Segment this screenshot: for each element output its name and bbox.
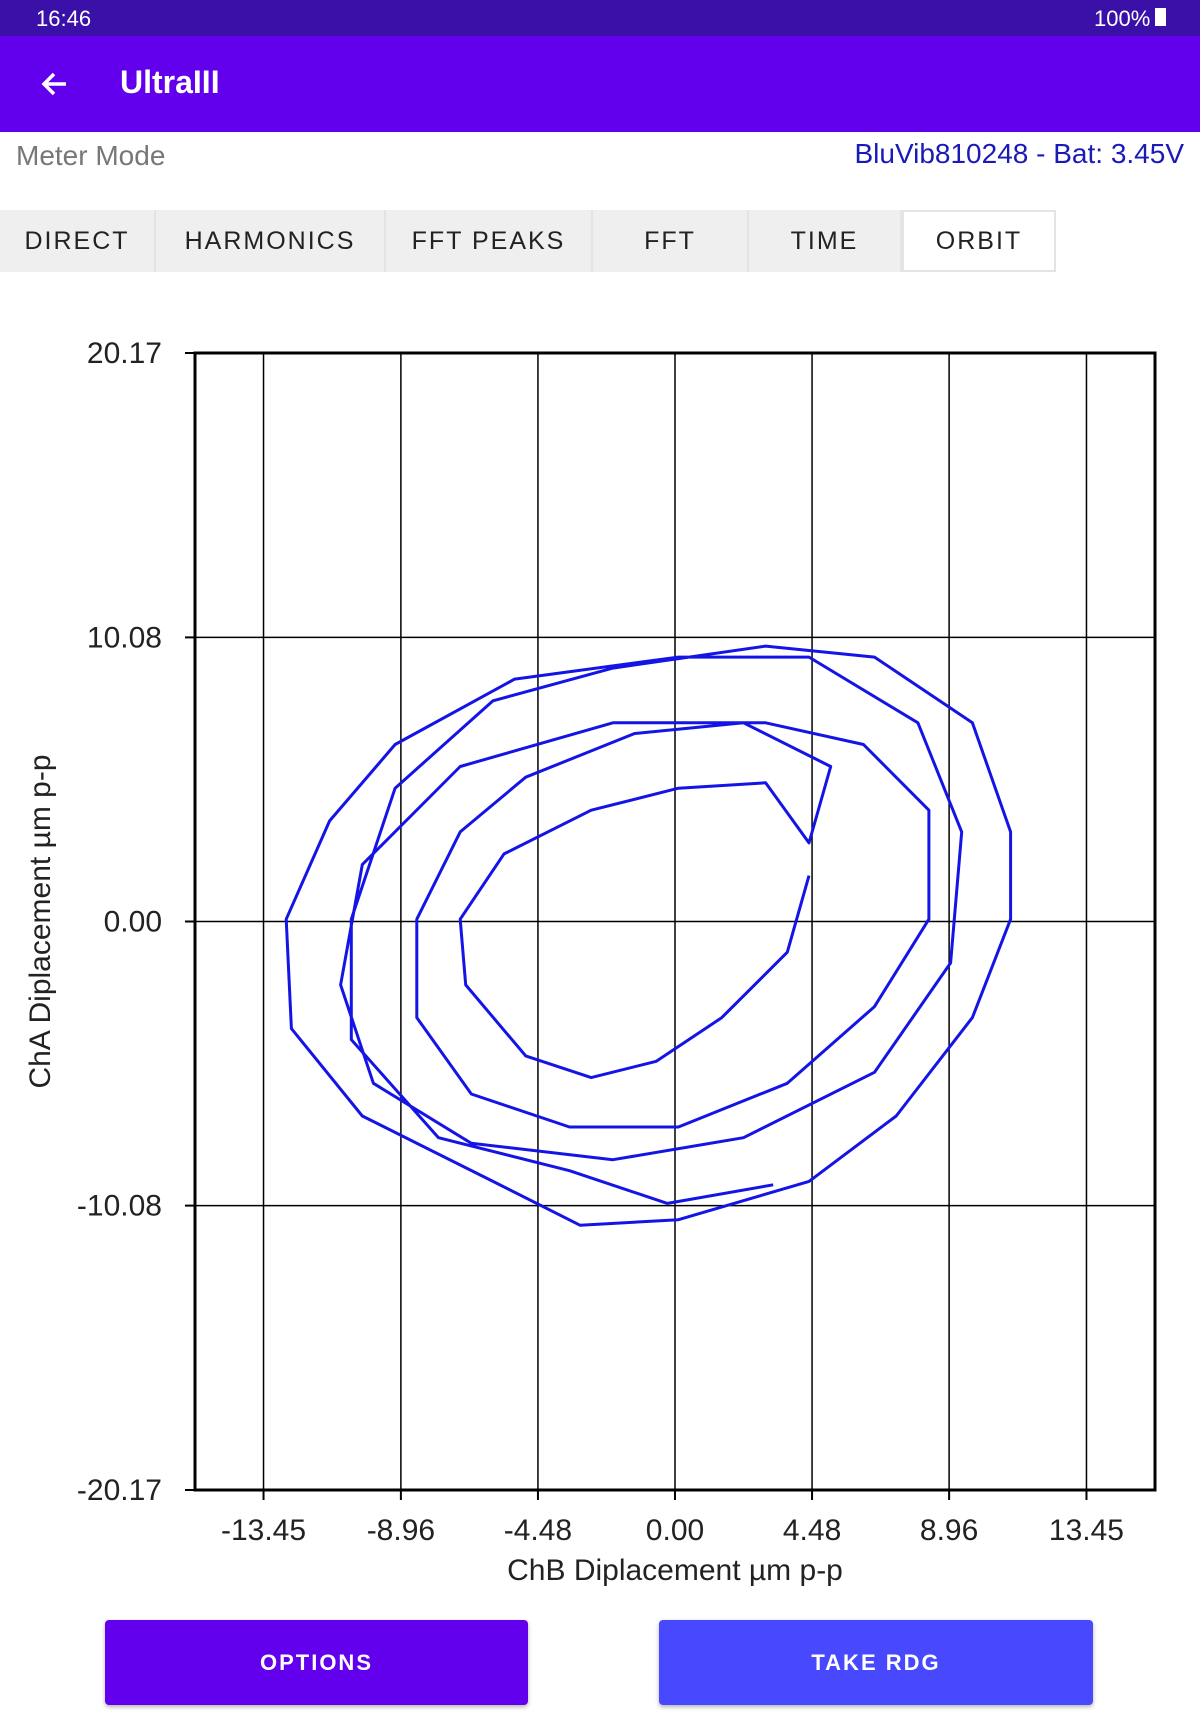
tab[interactable]: FFT PEAKS <box>386 210 593 272</box>
x-tick-label: -4.48 <box>504 1514 572 1547</box>
status-bar: 16:46 100% <box>0 0 1200 36</box>
y-tick-label: 10.08 <box>87 621 162 654</box>
x-tick-label: 4.48 <box>783 1514 841 1547</box>
x-tick-label: -8.96 <box>367 1514 435 1547</box>
y-tick-label: 0.00 <box>104 906 162 939</box>
app-bar: UltraIII <box>0 36 1200 132</box>
battery-icon <box>1155 8 1166 26</box>
tab[interactable]: DIRECT <box>0 210 156 272</box>
x-tick-label: 8.96 <box>920 1514 978 1547</box>
tab[interactable]: ORBIT <box>902 210 1056 272</box>
device-status: BluVib810248 - Bat: 3.45V <box>854 138 1184 169</box>
orbit-chart: -13.45 -8.96 -4.48 0.00 4.48 8.96 13.45 -20.17 -… <box>24 337 1157 1587</box>
orbit-line <box>284 644 1013 1227</box>
tab[interactable]: FFT <box>593 210 749 272</box>
y-tick-label: -10.08 <box>77 1190 162 1223</box>
battery-level: 100% <box>1094 6 1151 31</box>
tab[interactable]: HARMONICS <box>156 210 386 272</box>
take-reading-button[interactable]: TAKE RDG <box>659 1620 1093 1705</box>
y-tick-label: 20.17 <box>87 337 162 370</box>
plot-frame <box>193 351 1157 1492</box>
y-axis-label: ChA Diplacement µm p-p <box>24 754 57 1088</box>
options-button[interactable]: OPTIONS <box>105 1620 528 1705</box>
clock: 16:46 <box>36 6 92 31</box>
x-tick-label: -13.45 <box>221 1514 306 1547</box>
x-axis-label: ChB Diplacement µm p-p <box>507 1554 843 1587</box>
y-tick-label: -20.17 <box>77 1474 162 1507</box>
app-title: UltraIII <box>120 64 220 100</box>
tab[interactable]: TIME <box>749 210 902 272</box>
mode-label: Meter Mode <box>16 140 166 171</box>
back-button[interactable] <box>38 68 70 100</box>
x-tick-label: 13.45 <box>1049 1514 1124 1547</box>
x-tick-label: 0.00 <box>646 1514 704 1547</box>
